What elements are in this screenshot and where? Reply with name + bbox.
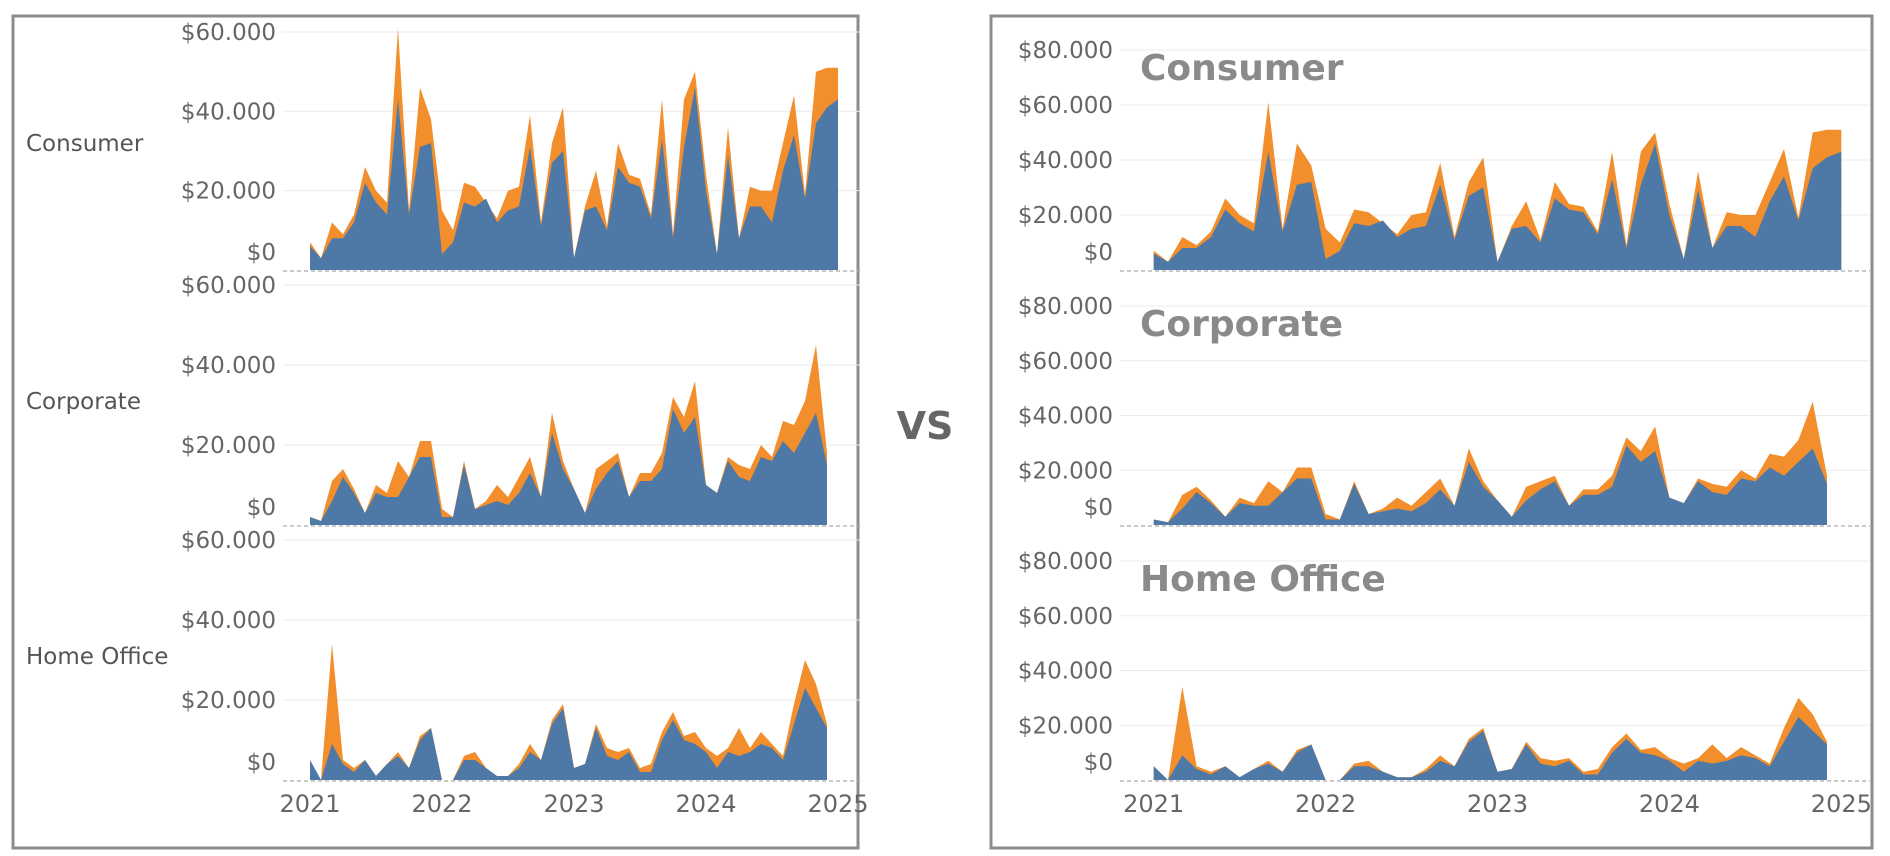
- primary-area: [1153, 445, 1827, 525]
- vs-separator: VS: [896, 404, 954, 448]
- x-tick-label: 2025: [807, 790, 868, 818]
- left-panel-consumer: $0 $20.000 $40.000 $60.000 Consumer: [26, 20, 860, 272]
- y-tick-label: $80.000: [1018, 38, 1113, 64]
- y-tick-label: $0: [1084, 240, 1113, 266]
- y-tick-label: $80.000: [1018, 549, 1113, 575]
- secondary-area: [1153, 686, 1827, 780]
- x-tick-label: 2021: [1123, 790, 1184, 818]
- x-tick-label: 2022: [411, 790, 472, 818]
- y-tick-label: $0: [247, 240, 276, 266]
- segment-title: Corporate: [1140, 304, 1343, 345]
- y-tick-label: $20.000: [181, 433, 276, 459]
- left-panel-corporate: $0 $20.000 $40.000 $60.000 Corporate: [26, 273, 860, 527]
- left-chart: $0 $20.000 $40.000 $60.000 Consumer $0 $20.000…: [11, 14, 869, 850]
- left-panel-home-office: $0 $20.000 $40.000 $60.000 Home Office: [26, 528, 860, 782]
- y-tick-label: $40.000: [1018, 148, 1113, 174]
- primary-area: [310, 87, 838, 270]
- right-frame: [989, 14, 1874, 850]
- right-panel-corporate: $0 $20.000 $40.000 $60.000 $80.000 Corporate: [1018, 294, 1870, 527]
- y-tick-label: $0: [1084, 750, 1113, 776]
- y-tick-label: $40.000: [181, 99, 276, 125]
- y-tick-label: $0: [247, 750, 276, 776]
- y-tick-label: $20.000: [1018, 458, 1113, 484]
- y-tick-label: $60.000: [181, 273, 276, 299]
- y-tick-label: $60.000: [1018, 349, 1113, 375]
- segment-label: Consumer: [26, 131, 144, 157]
- segment-label: Home Office: [26, 644, 168, 670]
- y-tick-label: $40.000: [1018, 659, 1113, 685]
- primary-area: [310, 688, 827, 780]
- y-tick-label: $20.000: [1018, 203, 1113, 229]
- y-tick-label: $80.000: [1018, 294, 1113, 320]
- y-tick-label: $60.000: [181, 20, 276, 46]
- y-tick-label: $20.000: [181, 179, 276, 205]
- y-tick-label: $0: [247, 495, 276, 521]
- right-panel-consumer: $0 $20.000 $40.000 $60.000 $80.000 Consumer: [1018, 38, 1870, 272]
- y-tick-label: $20.000: [1018, 713, 1113, 739]
- left-frame: [11, 14, 860, 850]
- segment-label: Corporate: [26, 389, 141, 415]
- x-tick-label: 2024: [1639, 790, 1700, 818]
- segment-title: Consumer: [1140, 48, 1344, 89]
- x-tick-label: 2023: [543, 790, 604, 818]
- x-tick-label: 2022: [1295, 790, 1356, 818]
- x-tick-label: 2025: [1811, 790, 1872, 818]
- y-tick-label: $40.000: [1018, 404, 1113, 430]
- y-tick-label: $40.000: [181, 353, 276, 379]
- right-chart: $0$20.000$40.000$60.000$80.000 Consumer$0…: [989, 14, 1874, 850]
- primary-area: [1153, 143, 1842, 270]
- segment-title: Home Office: [1140, 559, 1386, 600]
- primary-area: [1153, 717, 1827, 780]
- x-tick-label: 2024: [675, 790, 736, 818]
- y-tick-label: $60.000: [1018, 604, 1113, 630]
- x-tick-label: 2023: [1467, 790, 1528, 818]
- primary-area: [310, 409, 827, 525]
- y-tick-label: $0: [1084, 495, 1113, 521]
- y-tick-label: $40.000: [181, 608, 276, 634]
- y-tick-label: $60.000: [181, 528, 276, 554]
- y-tick-label: $60.000: [1018, 93, 1113, 119]
- right-panel-home-office: $0 $20.000 $40.000 $60.000 $80.000 Home Offic…: [1018, 549, 1870, 782]
- x-tick-label: 2021: [279, 790, 340, 818]
- y-tick-label: $20.000: [181, 688, 276, 714]
